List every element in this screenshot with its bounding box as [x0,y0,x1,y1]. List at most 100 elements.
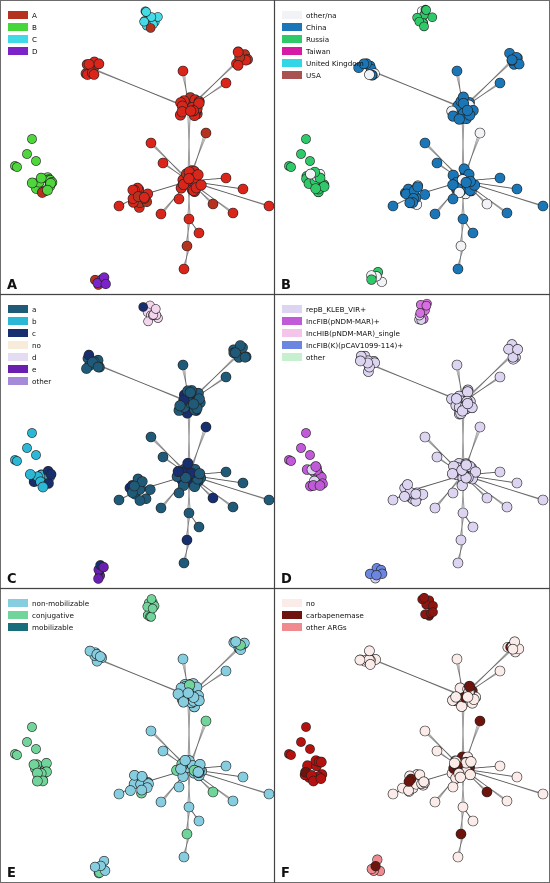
network-node [125,785,136,796]
node-cluster-left [28,758,52,787]
node-cluster-top [417,592,438,621]
node-cluster-main [399,479,429,507]
network-node [95,651,106,662]
node-cluster-left [301,166,330,198]
network-node [457,507,469,519]
legend-label: non-mobilizable [32,599,90,608]
panel-c: abc no de other C [1,295,275,589]
legend-swatch [8,317,28,325]
legend-label: Taiwan [305,47,330,56]
node-cluster-main [353,58,380,81]
network-node [296,443,306,453]
network-node [181,828,193,840]
network-node [178,851,190,863]
network-node [173,781,185,793]
node-cluster-main [175,165,207,198]
network-node [537,494,549,506]
legend-swatch [8,35,28,43]
network-node [467,521,479,533]
network-node [371,570,382,581]
network-node [452,557,464,569]
network-node [463,680,475,692]
network-node [113,788,125,800]
network-node [511,183,523,195]
legend-label: United Kingdom [306,59,364,68]
network-node [301,722,311,732]
network-node [481,198,493,210]
legend-label: mobilizable [32,623,74,632]
network-node [314,480,326,491]
network-node [449,757,461,769]
network-node [89,861,101,872]
legend-label: IncFIB(K)(pCAV1099-114)+ [306,341,403,350]
node-cluster-bottom [364,563,388,584]
node-cluster-main [125,769,154,799]
legend-label: A [32,11,37,20]
legend-swatch [282,599,302,607]
network-node [537,200,549,212]
network-node [93,573,104,584]
network-node [227,795,239,807]
node-cluster-main [81,349,105,374]
network-node [501,501,513,513]
node-cluster-left [26,172,58,198]
peripheral-nodes [284,653,549,863]
legend-label: B [32,23,37,32]
network-node [421,300,432,311]
network-node [481,786,493,798]
node-cluster-top [142,594,160,622]
node-cluster-main [171,457,207,492]
network-node [387,788,399,800]
network-node [419,592,429,603]
network-node [263,788,275,800]
node-cluster-main [447,680,482,712]
network-node [183,213,195,225]
network-node [455,828,467,840]
node-cluster-main [80,56,105,80]
network-node [183,173,195,185]
network-node [145,725,157,737]
network-node [230,636,242,647]
network-node [193,97,205,109]
network-node [263,494,275,506]
network-node [31,450,41,460]
network-node [207,786,219,798]
network-node [355,355,366,367]
network-node [25,469,36,480]
network-node [26,177,38,189]
peripheral-nodes [284,65,549,275]
legend-label: conjugative [32,611,74,620]
network-node [22,149,32,159]
network-node [418,776,430,788]
network-node [145,431,157,443]
network-node [113,494,125,506]
network-node [31,744,41,754]
network-node [429,796,441,808]
network-node [12,750,22,760]
network-node [310,461,322,472]
network-node [450,393,462,405]
network-node [421,5,431,15]
network-node [139,16,149,27]
legend: non-mobilizable conjugative mobilizable [8,599,90,632]
network-node [506,54,518,66]
network-node [431,451,443,463]
network-node [27,722,37,732]
network-node [460,459,472,471]
network-node [296,149,306,159]
network-node [193,227,205,239]
network-node [220,760,232,772]
network-node [455,534,467,546]
network-node [200,127,212,139]
network-node [177,359,189,371]
network-node [239,351,251,363]
legend-label: repB_KLEB_VIR+ [306,305,366,314]
node-cluster-main [127,182,154,213]
network-node [455,240,467,252]
network-node [494,665,506,677]
network-node [305,744,315,754]
network-node [453,113,465,125]
network-node [220,172,232,184]
legend-swatch [8,305,28,313]
network-node [474,421,486,433]
